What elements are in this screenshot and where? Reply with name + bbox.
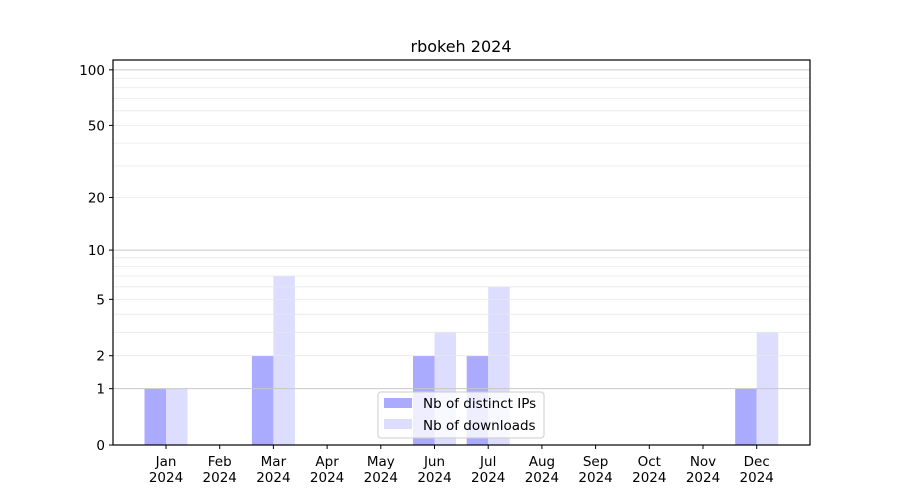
- legend-swatch-downloads: [384, 419, 412, 429]
- x-tick-label: Apr 2024: [310, 454, 344, 486]
- bar-ips: [251, 355, 274, 445]
- legend-box: [377, 391, 545, 439]
- legend-label-downloads: Nb of downloads: [423, 418, 536, 434]
- y-tick-label: 100: [79, 63, 105, 79]
- y-tick-label: 2: [96, 349, 105, 365]
- bar-ips: [144, 388, 166, 445]
- legend: Nb of distinct IPs Nb of downloads: [377, 391, 545, 439]
- y-tick-label: 10: [88, 243, 105, 259]
- plot-frame: [112, 59, 811, 446]
- y-tick-label: 1: [96, 382, 105, 398]
- x-tick-label: Nov 2024: [686, 454, 720, 486]
- x-tick-label: Oct 2024: [632, 454, 666, 486]
- x-tick-label: Jun 2024: [417, 454, 451, 486]
- chart-title: rbokeh 2024: [410, 37, 511, 56]
- x-tick-label: May 2024: [364, 454, 398, 486]
- legend-swatch-ips: [384, 398, 412, 408]
- x-tick-label: Aug 2024: [525, 454, 559, 486]
- bar-downloads: [166, 388, 188, 445]
- bar-downloads: [273, 275, 295, 445]
- y-tick-label: 50: [88, 118, 105, 134]
- y-tick-label: 5: [96, 292, 105, 308]
- x-tick-label: Jan 2024: [149, 454, 183, 486]
- x-tick-label: Jul 2024: [471, 454, 505, 486]
- x-tick-label: Mar 2024: [256, 454, 290, 486]
- legend-label-ips: Nb of distinct IPs: [423, 396, 536, 412]
- bar-ips: [735, 388, 757, 445]
- y-tick-label: 20: [88, 191, 105, 207]
- x-tick-label: Feb 2024: [203, 454, 237, 486]
- x-tick-label: Sep 2024: [578, 454, 612, 486]
- x-tick-label: Dec 2024: [740, 454, 774, 486]
- y-tick-label: 0: [96, 438, 105, 454]
